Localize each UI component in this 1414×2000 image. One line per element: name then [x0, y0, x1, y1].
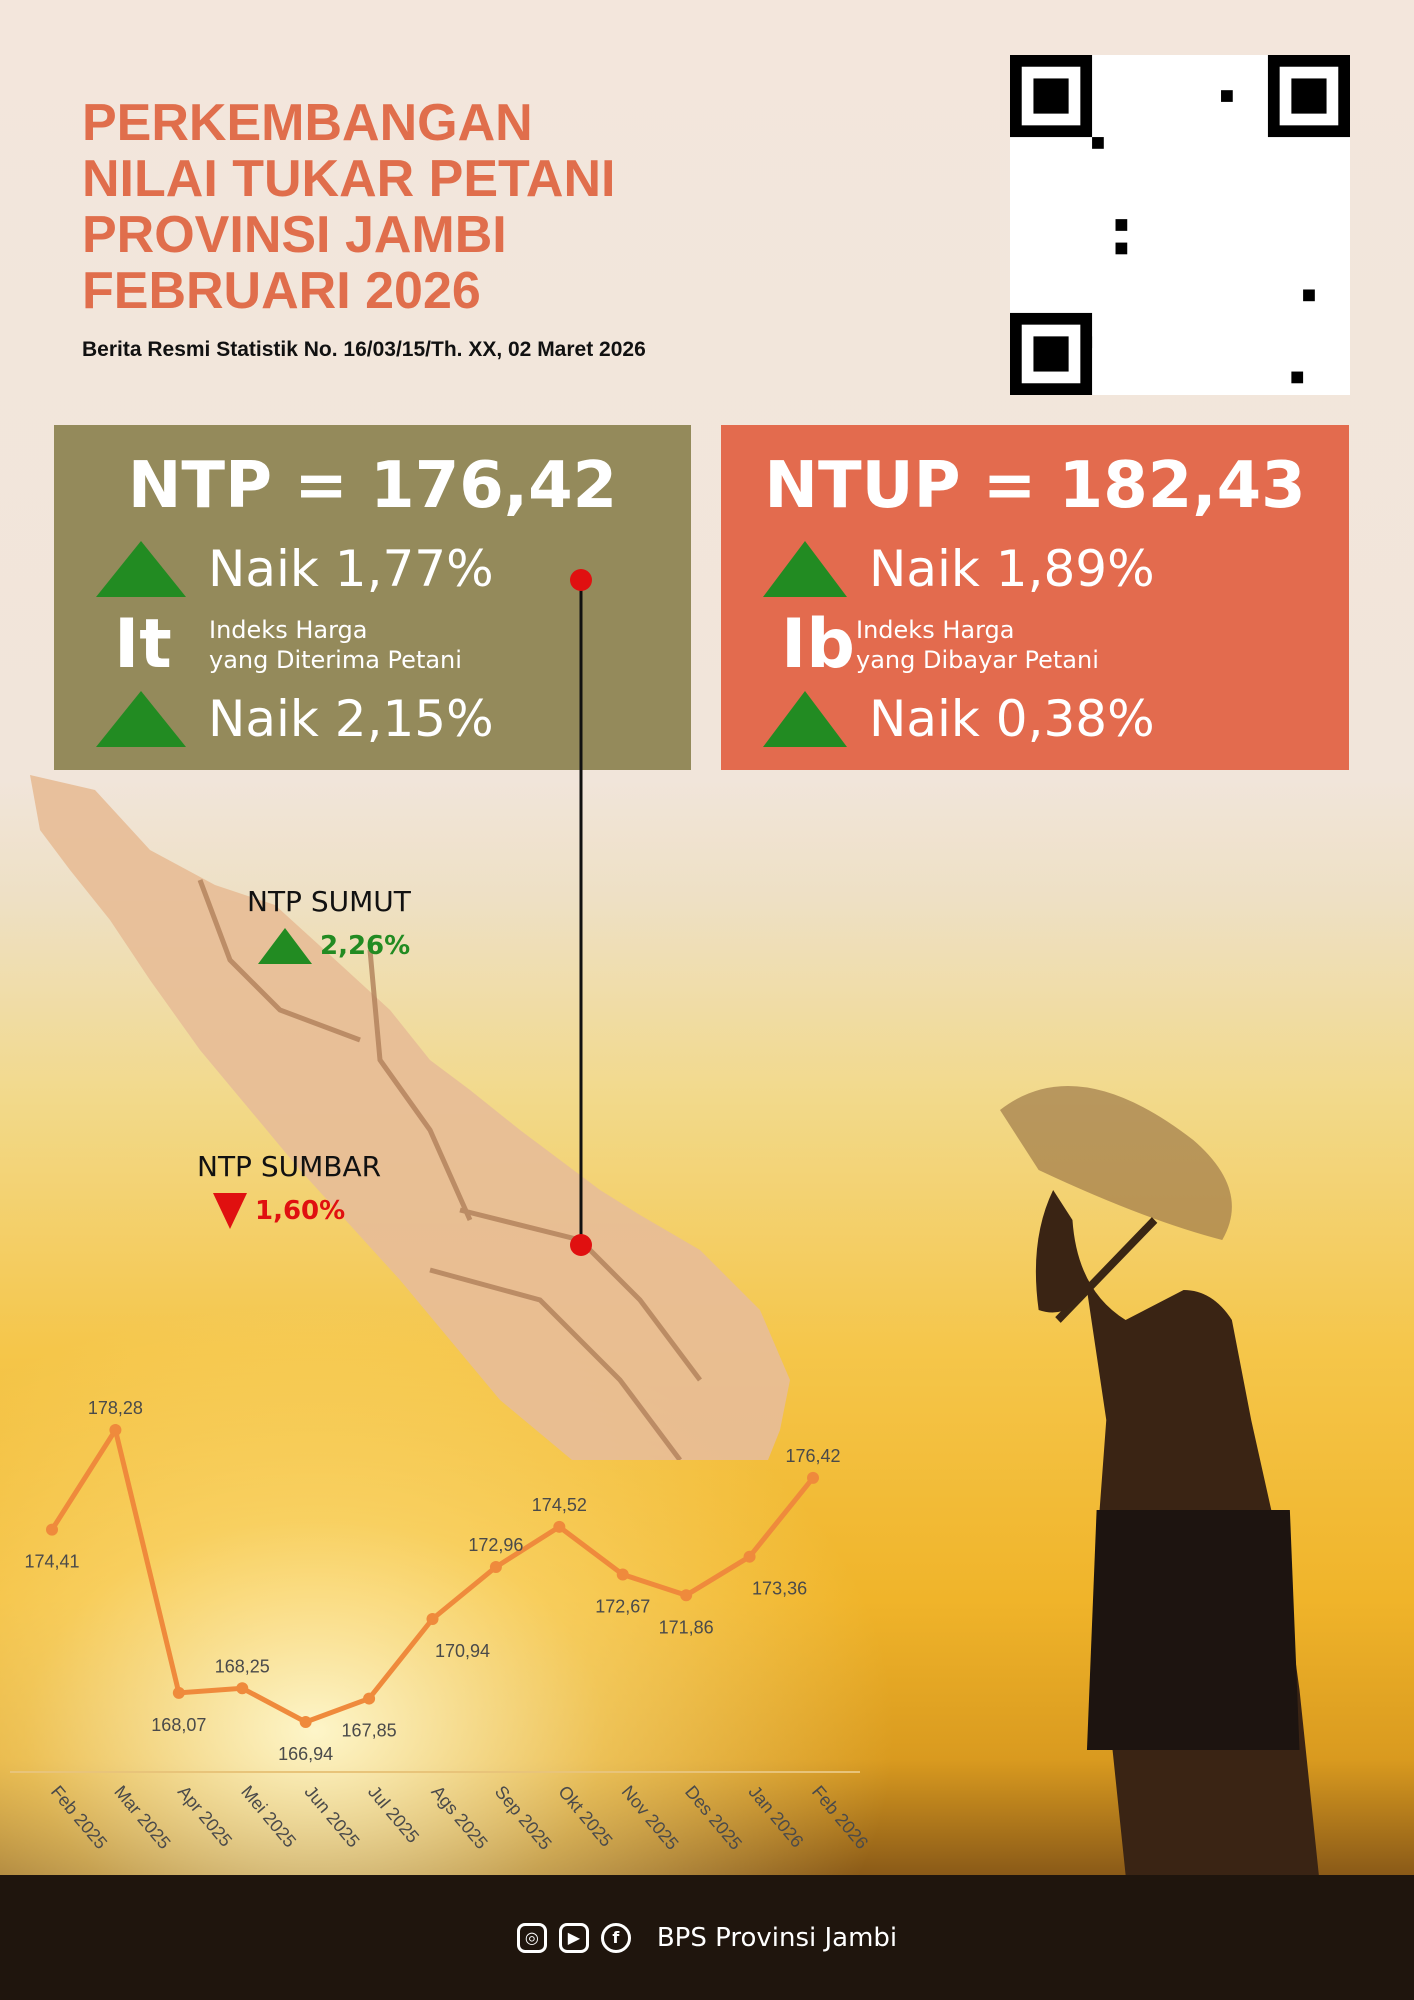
ntup-headline: NTUP = 182,43 [764, 449, 1306, 523]
down-arrow-icon [213, 1193, 247, 1229]
data-label: 173,36 [752, 1579, 807, 1599]
x-tick-label: Jul 2025 [364, 1782, 423, 1847]
x-tick-label: Feb 2025 [47, 1782, 111, 1853]
it-description: Indeks Harga yang Diterima Petani [209, 615, 462, 675]
data-label: 168,25 [215, 1656, 270, 1676]
ntp-headline: NTP = 176,42 [127, 449, 618, 523]
sumut-value: 2,26% [258, 928, 410, 964]
connector [570, 569, 592, 1256]
ntup-box: NTUP = 182,43 Naik 1,89% Ib Indeks Harga… [721, 425, 1349, 770]
youtube-icon[interactable]: ▶ [558, 1922, 589, 1953]
ntp-series-line [49, 1423, 815, 1725]
data-label: 176,42 [785, 1446, 840, 1466]
jambi-marker [570, 1234, 592, 1256]
x-tick-label: Jun 2025 [301, 1782, 364, 1852]
data-label: 172,96 [468, 1535, 523, 1555]
up-arrow-icon [96, 541, 186, 597]
sumut-percent: 2,26% [320, 931, 411, 961]
ib-code: Ib [781, 605, 855, 684]
ntup-change-text: Naik 1,89% [869, 540, 1155, 598]
subtitle: Berita Resmi Statistik No. 16/03/15/Th. … [82, 338, 646, 361]
up-arrow-icon [258, 928, 312, 964]
ntp-box: NTP = 176,42 Naik 1,77% It Indeks Harga y… [54, 425, 691, 770]
x-tick-label: Jan 2026 [745, 1782, 808, 1852]
up-arrow-icon [763, 691, 847, 747]
data-label: 178,28 [88, 1398, 143, 1418]
up-arrow-icon [763, 541, 847, 597]
x-tick-label: Apr 2025 [174, 1782, 236, 1851]
data-point [46, 1523, 58, 1536]
farmer-silhouette [1000, 1086, 1319, 1875]
ntp-line-chart: 174,41 Feb 2025 178,28 Mar 2025 168,07 Apr 20… [10, 1398, 872, 1854]
desc-line: yang Diterima Petani [209, 646, 462, 674]
title-line: NILAI TUKAR PETANI [82, 150, 616, 208]
it-code: It [114, 605, 172, 684]
data-point [236, 1682, 249, 1695]
sumatra-map [30, 775, 790, 1460]
data-point [489, 1560, 502, 1573]
it-change: Naik 2,15% [96, 690, 494, 748]
x-tick-label: Des 2025 [681, 1782, 746, 1854]
footer: ◎ ▶ f BPS Provinsi Jambi [0, 1875, 1414, 2000]
data-label: 172,67 [595, 1596, 650, 1616]
sumbar-percent: 1,60% [255, 1196, 346, 1226]
x-tick-label: Mei 2025 [237, 1782, 300, 1852]
data-label: 174,52 [532, 1495, 587, 1515]
ntp-change-text: Naik 1,77% [208, 540, 494, 598]
instagram-icon[interactable]: ◎ [516, 1922, 547, 1953]
sumbar-label: NTP SUMBAR [197, 1150, 382, 1183]
data-label: 174,41 [24, 1552, 79, 1572]
data-point [109, 1424, 122, 1436]
desc-line: yang Dibayar Petani [856, 646, 1099, 674]
facebook-icon[interactable]: f [600, 1922, 631, 1953]
data-point [426, 1613, 439, 1626]
data-label: 171,86 [659, 1617, 714, 1637]
x-tick-label: Feb 2026 [808, 1782, 872, 1853]
title-line: PERKEMBANGAN [82, 94, 533, 152]
data-point [807, 1471, 819, 1484]
page-title: PERKEMBANGAN NILAI TUKAR PETANI PROVINSI… [82, 95, 615, 319]
data-point [172, 1686, 185, 1699]
data-point [363, 1692, 376, 1705]
data-point [616, 1568, 629, 1581]
x-tick-label: Okt 2025 [554, 1782, 616, 1851]
data-point [680, 1589, 693, 1602]
data-label: 170,94 [435, 1641, 490, 1661]
data-point [299, 1716, 312, 1728]
ib-change-text: Naik 0,38% [869, 690, 1155, 748]
x-tick-label: Mar 2025 [110, 1782, 174, 1853]
it-change-text: Naik 2,15% [208, 690, 494, 748]
footer-text: BPS Provinsi Jambi [656, 1922, 898, 1953]
data-point [553, 1520, 566, 1533]
ntp-change: Naik 1,77% [96, 540, 494, 598]
up-arrow-icon [96, 691, 186, 747]
qr-code[interactable] [1010, 55, 1350, 395]
data-label: 168,07 [151, 1715, 206, 1735]
x-tick-label: Ags 2025 [427, 1782, 491, 1853]
sumbar-value: 1,60% [213, 1193, 345, 1229]
ntp-marker-top [570, 569, 592, 591]
title-line: PROVINSI JAMBI [82, 206, 507, 264]
ntup-change: Naik 1,89% [763, 540, 1155, 598]
x-tick-label: Sep 2025 [491, 1782, 556, 1854]
title-line: FEBRUARI 2026 [82, 262, 481, 320]
data-point [743, 1550, 756, 1563]
data-label: 167,85 [342, 1721, 397, 1741]
sumut-label: NTP SUMUT [247, 885, 411, 918]
desc-line: Indeks Harga [856, 616, 1015, 644]
x-tick-label: Nov 2025 [618, 1782, 683, 1854]
ib-change: Naik 0,38% [763, 690, 1155, 748]
data-label: 166,94 [278, 1744, 333, 1764]
desc-line: Indeks Harga [209, 616, 368, 644]
ib-description: Indeks Harga yang Dibayar Petani [856, 615, 1099, 675]
